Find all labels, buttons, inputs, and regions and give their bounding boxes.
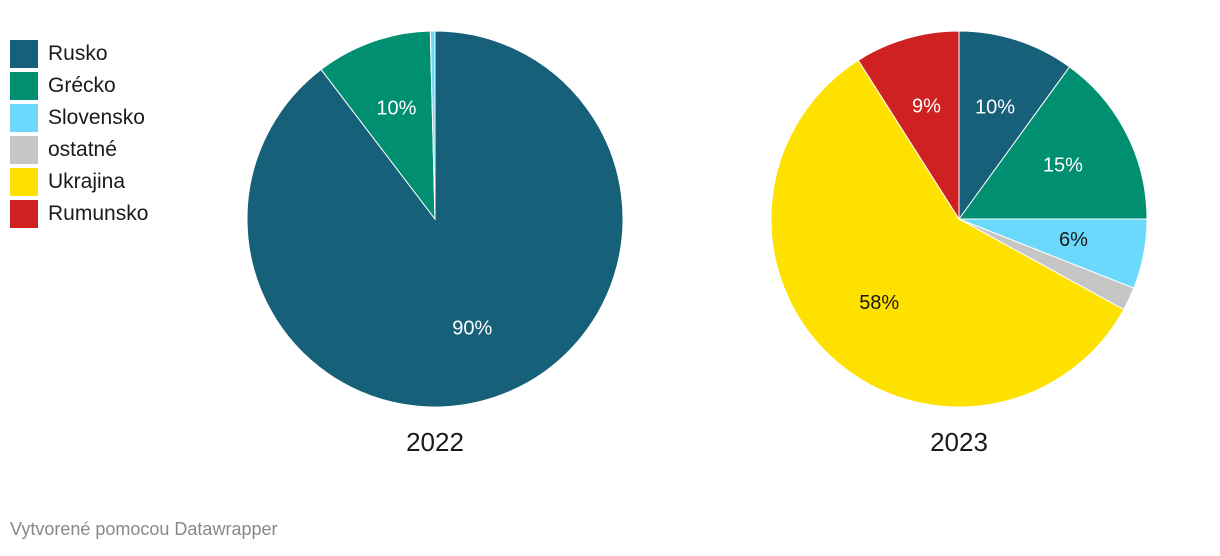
legend-swatch [10, 168, 38, 196]
slice-label: 10% [376, 97, 416, 119]
legend-swatch [10, 200, 38, 228]
legend-label: Ukrajina [48, 170, 126, 193]
slice-label: 6% [1059, 229, 1088, 251]
pie-slice-rusko [958, 30, 1071, 221]
pie-caption-2022: 2022 [406, 427, 464, 457]
legend-item-ostatne: ostatné [10, 134, 148, 166]
footer-credit: Vytvorené pomocou Datawrapper [10, 519, 278, 539]
pie-slice-grécko [958, 66, 1148, 220]
legend-swatch [10, 40, 38, 68]
pie-2023: 10% 15% 6% 58% 9% 2023 [770, 30, 1148, 457]
legend-label: Rumunsko [48, 202, 149, 225]
pie-slice-grécko [320, 30, 436, 221]
slice-label: 10% [975, 96, 1015, 118]
legend-item-ukrajina: Ukrajina [10, 166, 148, 198]
legend-swatch [10, 72, 38, 100]
legend-label: Rusko [48, 42, 108, 65]
legend-label: Slovensko [48, 106, 145, 129]
legend-swatch [10, 104, 38, 132]
legend-item-rumunsko: Rumunsko [10, 198, 148, 230]
legend-item-grecko: Grécko [10, 70, 148, 102]
legend-swatch [10, 136, 38, 164]
pie-2022: 90% 10% 2022 [246, 30, 624, 457]
slice-label: 90% [452, 318, 492, 340]
legend: Rusko Grécko Slovensko ostatné Ukrajina … [10, 38, 148, 230]
pie-slice-slovensko [429, 30, 436, 220]
slice-label: 58% [859, 292, 899, 314]
legend-label: ostatné [48, 138, 117, 161]
legend-item-slovensko: Slovensko [10, 102, 148, 134]
legend-item-rusko: Rusko [10, 38, 148, 70]
pie-slice-rumunsko [857, 30, 960, 221]
slice-label: 9% [912, 95, 941, 117]
pie-slice-ukrajina [770, 59, 1125, 408]
legend-label: Grécko [48, 74, 116, 97]
pie-caption-2023: 2023 [930, 427, 988, 457]
slice-label: 15% [1043, 154, 1083, 176]
